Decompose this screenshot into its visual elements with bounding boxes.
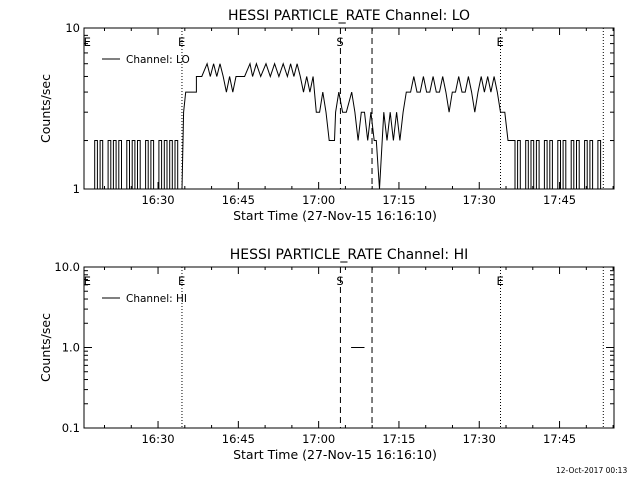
chart-2-plot-frame — [83, 266, 615, 429]
chart-2-x-tick-label: 17:15 — [382, 432, 415, 446]
chart-1-x-axis-label: Start Time (27-Nov-15 16:16:10) — [233, 208, 437, 223]
chart-1-event-marker-label: E — [497, 35, 504, 49]
chart-1-x-tick-label: 17:30 — [463, 193, 496, 207]
chart-1-x-tick-label: 16:30 — [141, 193, 174, 207]
chart-2-event-marker-label: E — [497, 274, 504, 288]
chart-1-x-tick-label: 16:45 — [222, 193, 255, 207]
chart-1-plot-frame — [83, 27, 615, 190]
chart-2-y-tick-label: 10.0 — [54, 260, 80, 274]
chart-2-y-tick-label: 1.0 — [62, 341, 80, 355]
chart-2-x-tick-label: 16:30 — [141, 432, 174, 446]
chart-1-title: HESSI PARTICLE_RATE Channel: LO — [228, 8, 470, 24]
chart-2-title: HESSI PARTICLE_RATE Channel: HI — [230, 247, 468, 263]
chart-1-x-tick-label: 17:00 — [302, 193, 335, 207]
chart-2-y-tick-label: 0.1 — [62, 421, 80, 435]
chart-1-y-tick-label: 1 — [73, 182, 80, 196]
chart-1-series-line — [84, 62, 604, 190]
chart-1-y-axis-label: Counts/sec — [38, 74, 53, 143]
chart-2-event-marker-label: E — [178, 274, 185, 288]
chart-1-legend-label: Channel: LO — [126, 54, 190, 66]
chart-1-y-tick-label: 10 — [65, 21, 80, 35]
chart-2-legend-label: Channel: HI — [126, 293, 187, 305]
chart-1-edge-marker-label: E — [84, 35, 91, 49]
chart-1-x-tick-label: 17:45 — [543, 193, 576, 207]
chart-2-x-tick-label: 17:00 — [302, 432, 335, 446]
chart-2-x-tick-label: 17:30 — [463, 432, 496, 446]
chart-2-x-tick-label: 16:45 — [222, 432, 255, 446]
chart-2-edge-marker-label: E — [84, 274, 91, 288]
footer-timestamp: 12-Oct-2017 00:13 — [556, 466, 628, 475]
chart-1-event-marker-label: E — [178, 35, 185, 49]
chart-2-y-axis-label: Counts/sec — [38, 313, 53, 382]
chart-1-x-tick-label: 17:15 — [382, 193, 415, 207]
chart-2-x-tick-label: 17:45 — [543, 432, 576, 446]
chart-1-event-marker-label: S — [336, 35, 343, 49]
chart-2-x-axis-label: Start Time (27-Nov-15 16:16:10) — [233, 447, 437, 462]
chart-2-event-marker-label: S — [336, 274, 343, 288]
